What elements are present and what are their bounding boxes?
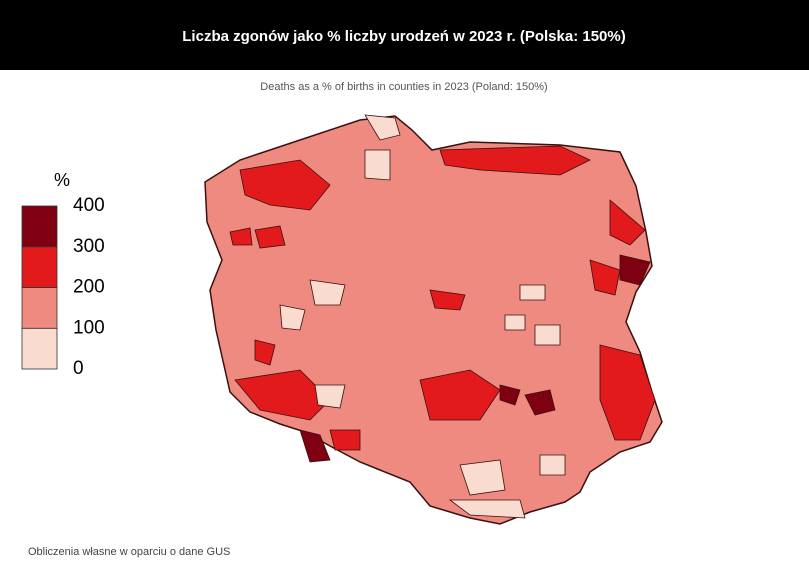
legend-tick-label: 0 [73, 358, 84, 379]
county-group [504, 314, 526, 331]
title: Liczba zgonów jako % liczby urodzeń w 20… [182, 28, 625, 45]
county-group [254, 339, 276, 366]
county-group [314, 384, 346, 409]
county-group [364, 114, 401, 141]
county-group [254, 225, 286, 249]
county-group [524, 389, 556, 416]
legend-swatch [21, 287, 58, 329]
header-bar [0, 0, 809, 70]
legend-swatch [21, 205, 58, 248]
county-group [439, 145, 591, 176]
county-group [309, 279, 346, 306]
legend-tick-label: 300 [73, 236, 105, 257]
county-group [534, 324, 561, 346]
county-group [589, 259, 621, 296]
legend-swatch [21, 327, 58, 370]
county-group [448, 499, 526, 519]
county-group [499, 384, 521, 406]
county-group [229, 227, 253, 246]
legend-swatch [21, 246, 58, 288]
county-group [599, 344, 656, 441]
county-group [539, 454, 566, 476]
county-group [609, 199, 646, 246]
source-note: Obliczenia własne w oparciu o dane GUS [28, 546, 230, 558]
legend-tick-label: 100 [73, 317, 105, 338]
county-group [519, 284, 546, 301]
county-group [239, 159, 331, 211]
legend-title: % [54, 170, 70, 190]
county-group [234, 369, 331, 421]
county-group [419, 369, 501, 421]
county-group [459, 459, 506, 496]
county-group [279, 304, 306, 331]
poland-map [204, 114, 663, 525]
country-outline [204, 115, 663, 525]
legend-tick-label: 400 [73, 195, 105, 216]
county-group [364, 149, 391, 181]
county-group [429, 289, 466, 311]
legend-tick-label: 200 [73, 277, 105, 298]
county-group [299, 429, 331, 463]
legend: 0 100 200 300 400 [21, 195, 105, 379]
subtitle: Deaths as a % of births in counties in 2… [260, 81, 547, 93]
county-group [329, 429, 361, 451]
